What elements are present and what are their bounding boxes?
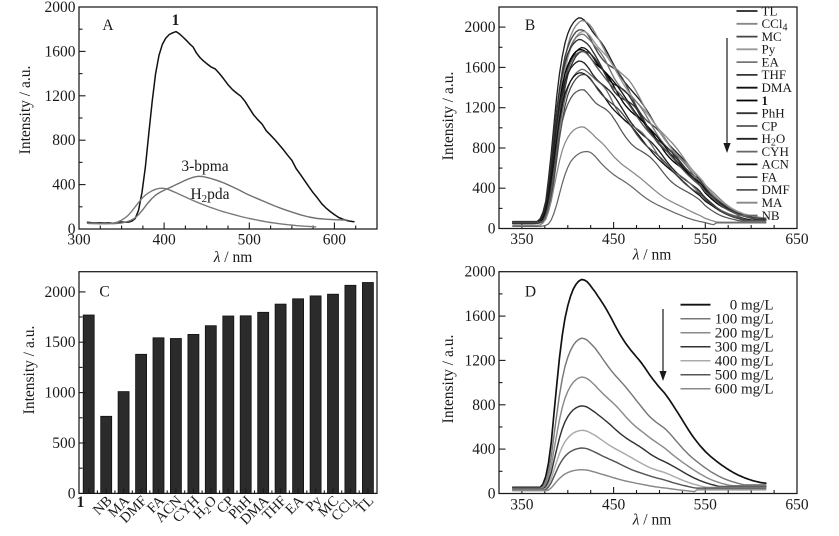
svg-text:CCl4: CCl4 [762, 16, 788, 33]
svg-text:Intensity / a.u.: Intensity / a.u. [440, 335, 457, 424]
svg-text:H2O: H2O [762, 131, 786, 149]
svg-text:C: C [99, 284, 109, 301]
svg-text:DMF: DMF [762, 182, 790, 197]
svg-text:350: 350 [510, 231, 534, 248]
svg-text:Py: Py [762, 42, 776, 57]
svg-text:800: 800 [472, 397, 496, 414]
svg-text:600 mg/L: 600 mg/L [715, 382, 774, 398]
svg-text:0: 0 [488, 221, 496, 238]
svg-text:λ / nm: λ / nm [213, 249, 253, 266]
svg-text:1000: 1000 [45, 385, 76, 402]
svg-text:0: 0 [488, 486, 496, 503]
svg-text:3-bpma: 3-bpma [181, 158, 228, 175]
svg-text:FA: FA [762, 169, 778, 184]
svg-text:THF: THF [762, 67, 787, 82]
svg-text:500 mg/L: 500 mg/L [715, 368, 774, 384]
svg-text:100 mg/L: 100 mg/L [715, 312, 774, 328]
svg-text:NB: NB [762, 208, 780, 223]
svg-text:450: 450 [602, 231, 626, 248]
svg-text:CYH: CYH [762, 144, 789, 159]
svg-text:300 mg/L: 300 mg/L [715, 340, 774, 356]
svg-text:Intensity / a.u.: Intensity / a.u. [21, 326, 38, 415]
svg-text:DMA: DMA [762, 80, 793, 95]
svg-text:1: 1 [172, 12, 180, 29]
svg-text:0: 0 [68, 221, 76, 238]
svg-text:MC: MC [762, 29, 782, 44]
svg-text:400: 400 [152, 232, 176, 249]
svg-text:B: B [525, 17, 535, 34]
svg-text:2000: 2000 [45, 0, 76, 16]
svg-text:H2pda: H2pda [190, 186, 229, 205]
svg-text:800: 800 [472, 140, 496, 157]
svg-text:2000: 2000 [465, 19, 496, 36]
svg-text:1200: 1200 [465, 100, 496, 117]
svg-text:400: 400 [472, 441, 496, 458]
svg-text:800: 800 [52, 132, 76, 149]
svg-text:0 mg/L: 0 mg/L [730, 298, 774, 314]
svg-text:1600: 1600 [45, 43, 76, 60]
svg-text:1600: 1600 [465, 308, 496, 325]
svg-text:TL: TL [762, 3, 778, 18]
svg-text:CP: CP [762, 118, 778, 133]
svg-text:EA: EA [762, 54, 780, 69]
svg-text:1200: 1200 [465, 352, 496, 369]
svg-text:550: 550 [694, 497, 718, 514]
svg-text:PhH: PhH [762, 106, 785, 121]
svg-text:2000: 2000 [45, 284, 76, 301]
svg-text:λ / nm: λ / nm [632, 247, 672, 264]
svg-text:A: A [102, 17, 114, 34]
svg-text:Intensity / a.u.: Intensity / a.u. [17, 66, 34, 155]
svg-text:1: 1 [77, 494, 85, 511]
svg-text:500: 500 [52, 435, 76, 452]
svg-text:MA: MA [762, 195, 784, 210]
svg-text:1200: 1200 [45, 88, 76, 105]
svg-text:λ / nm: λ / nm [632, 512, 672, 529]
svg-text:350: 350 [510, 497, 534, 514]
svg-text:1500: 1500 [45, 334, 76, 351]
svg-text:400: 400 [472, 180, 496, 197]
svg-text:ACN: ACN [762, 157, 790, 172]
svg-text:2000: 2000 [465, 264, 496, 281]
svg-text:Intensity / a.u.: Intensity / a.u. [440, 72, 457, 161]
svg-text:200 mg/L: 200 mg/L [715, 326, 774, 342]
svg-text:400 mg/L: 400 mg/L [715, 354, 774, 370]
svg-text:600: 600 [323, 232, 347, 249]
svg-text:400: 400 [52, 177, 76, 194]
svg-text:1: 1 [762, 93, 769, 108]
svg-text:550: 550 [694, 231, 718, 248]
svg-text:450: 450 [602, 497, 626, 514]
svg-text:650: 650 [785, 497, 809, 514]
svg-text:D: D [525, 284, 536, 301]
svg-text:500: 500 [238, 232, 262, 249]
svg-text:650: 650 [785, 231, 809, 248]
svg-text:0: 0 [68, 485, 76, 502]
svg-text:300: 300 [67, 232, 91, 249]
svg-text:1600: 1600 [465, 59, 496, 76]
